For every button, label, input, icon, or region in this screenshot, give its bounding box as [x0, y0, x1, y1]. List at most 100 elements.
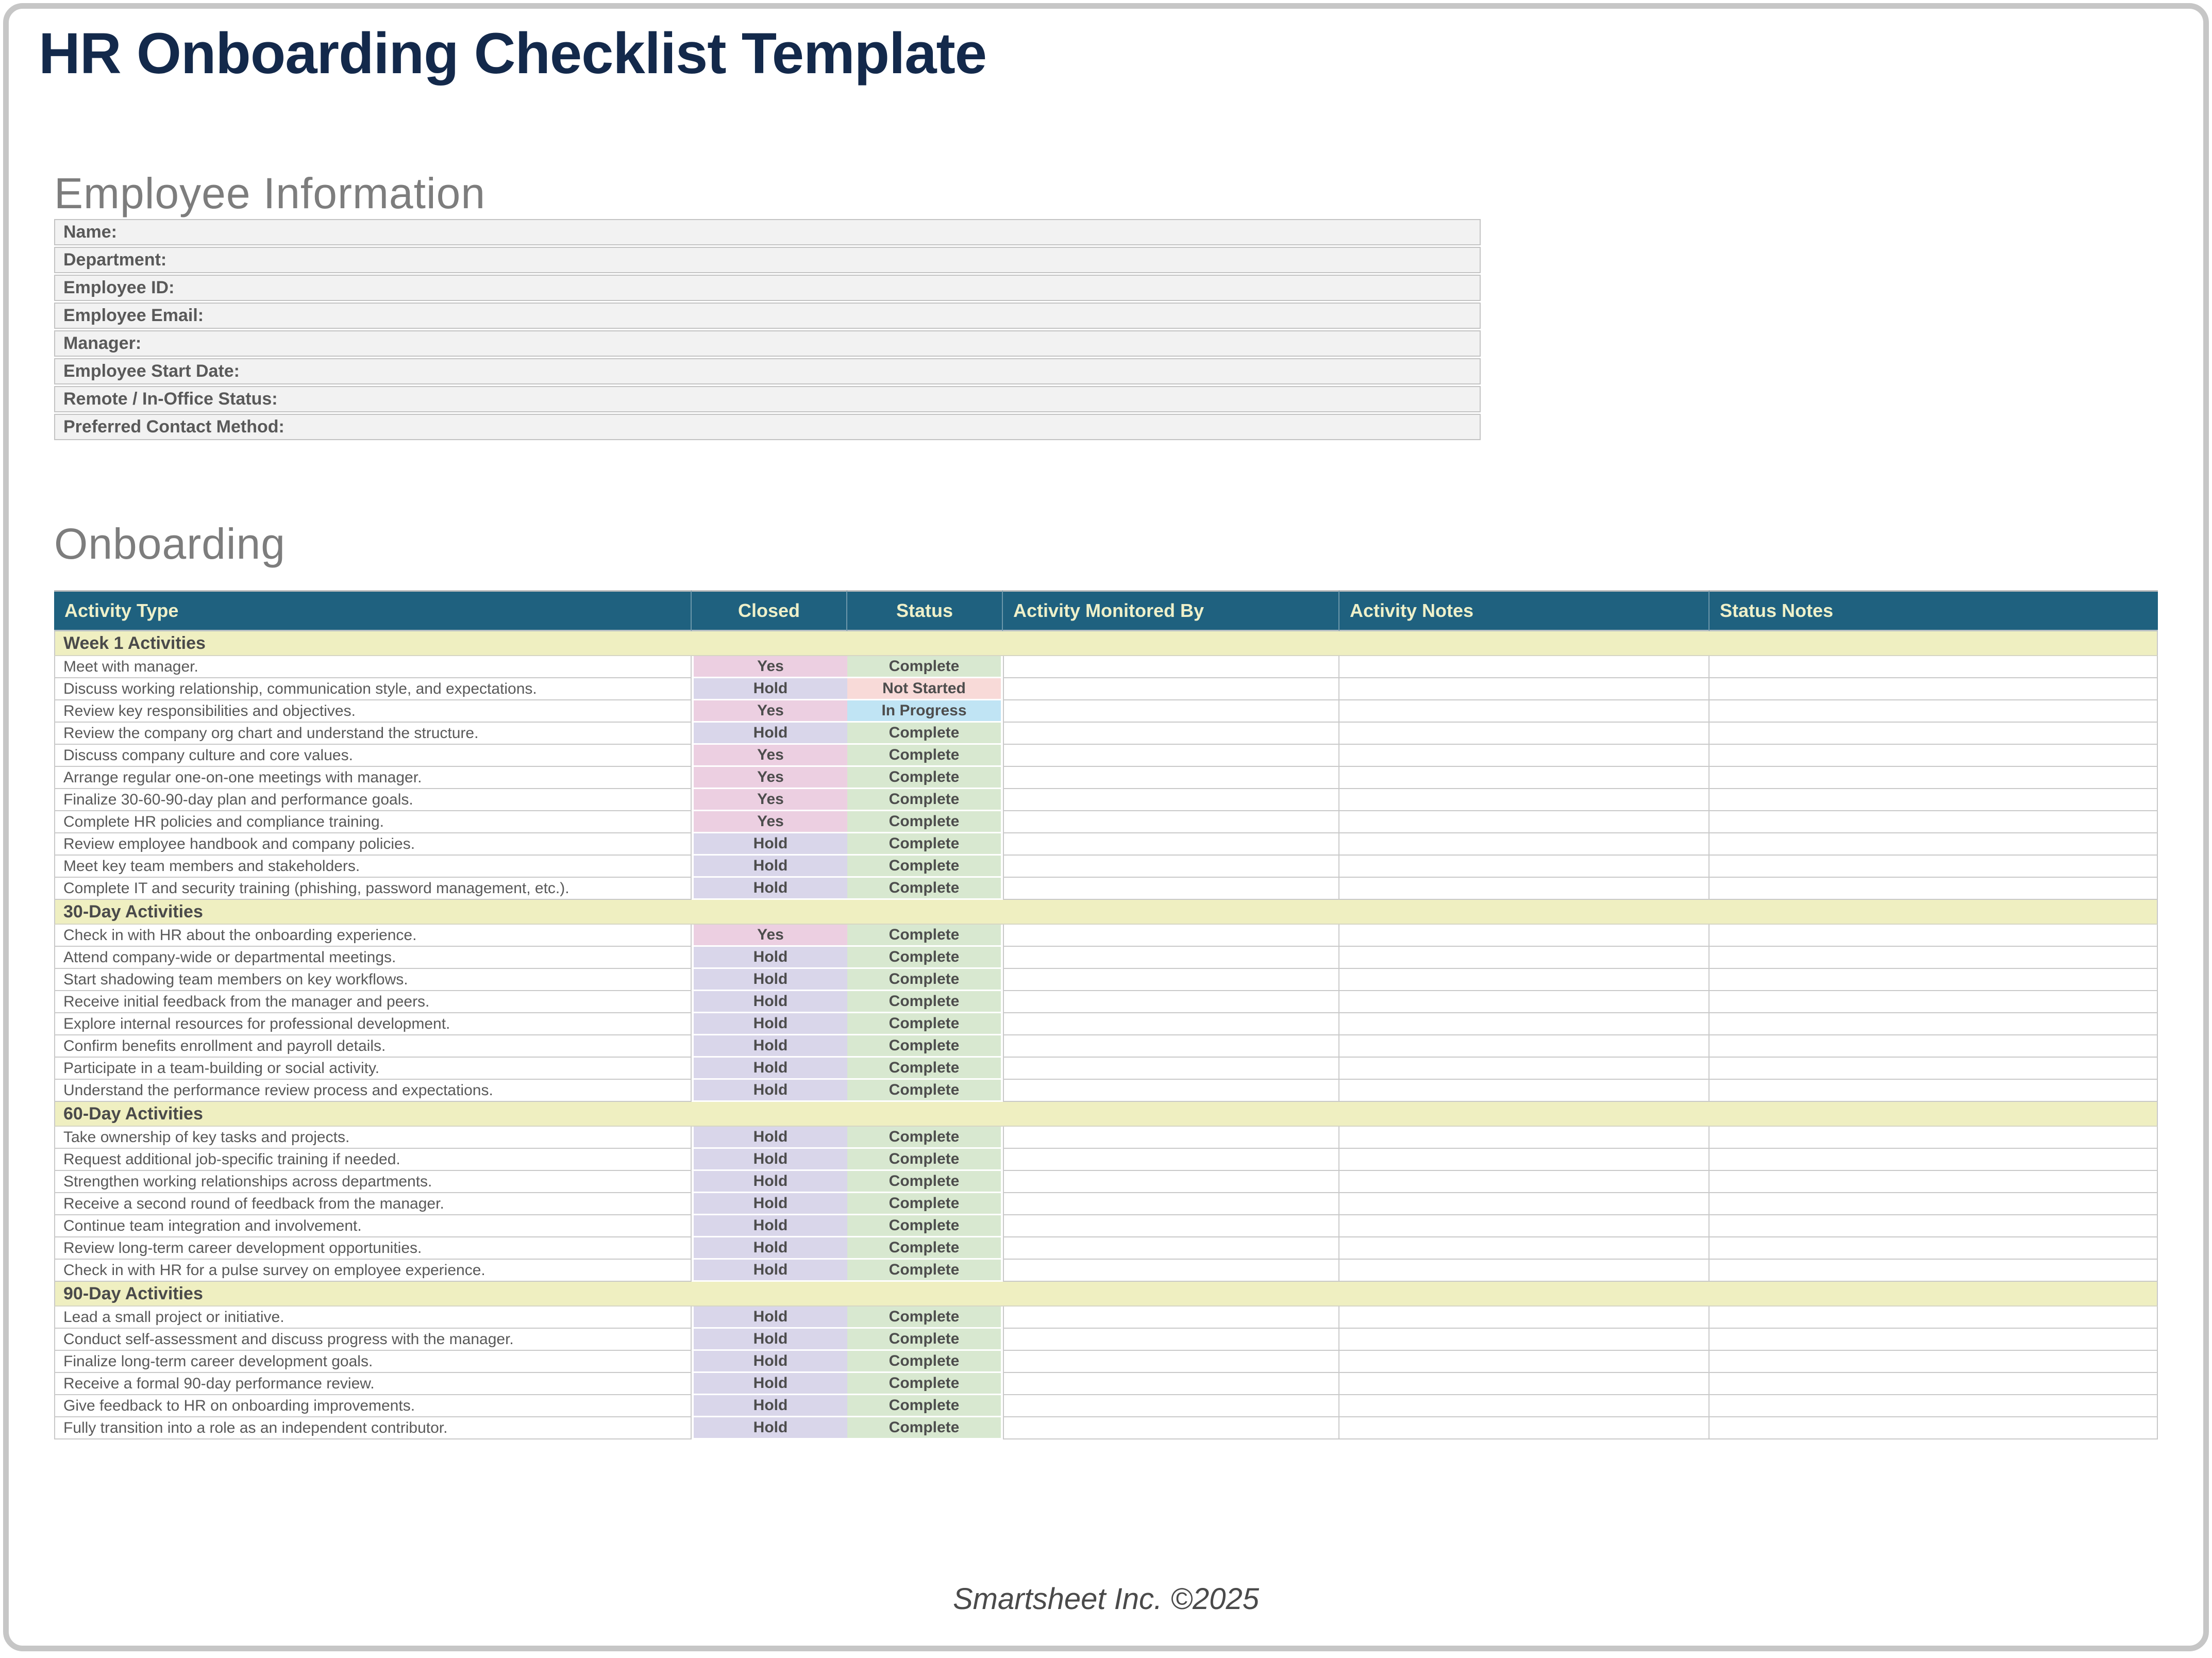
monitored-by-cell[interactable]: [1003, 947, 1339, 969]
status-cell[interactable]: In Progress: [847, 700, 1003, 723]
closed-cell[interactable]: Hold: [692, 1013, 847, 1035]
closed-cell[interactable]: Hold: [692, 1260, 847, 1282]
status-notes-cell[interactable]: [1710, 1417, 2158, 1439]
employee-field-value-area[interactable]: [141, 331, 1480, 356]
status-cell[interactable]: Complete: [847, 991, 1003, 1013]
closed-cell[interactable]: Hold: [692, 1237, 847, 1260]
closed-cell[interactable]: Yes: [692, 700, 847, 723]
status-cell[interactable]: Complete: [847, 1149, 1003, 1171]
closed-cell[interactable]: Hold: [692, 991, 847, 1013]
employee-field-value-area[interactable]: [278, 387, 1480, 411]
monitored-by-cell[interactable]: [1003, 1329, 1339, 1351]
status-notes-cell[interactable]: [1710, 1237, 2158, 1260]
closed-cell[interactable]: Hold: [692, 1058, 847, 1080]
activity-notes-cell[interactable]: [1339, 723, 1710, 745]
closed-cell[interactable]: Hold: [692, 969, 847, 991]
monitored-by-cell[interactable]: [1003, 1237, 1339, 1260]
activity-notes-cell[interactable]: [1339, 656, 1710, 678]
closed-cell[interactable]: Hold: [692, 1171, 847, 1193]
employee-field-value-area[interactable]: [204, 304, 1480, 328]
status-notes-cell[interactable]: [1710, 1058, 2158, 1080]
status-cell[interactable]: Complete: [847, 1351, 1003, 1373]
closed-cell[interactable]: Yes: [692, 767, 847, 789]
closed-cell[interactable]: Hold: [692, 1373, 847, 1395]
status-notes-cell[interactable]: [1710, 1127, 2158, 1149]
monitored-by-cell[interactable]: [1003, 1058, 1339, 1080]
status-cell[interactable]: Complete: [847, 1058, 1003, 1080]
status-cell[interactable]: Complete: [847, 856, 1003, 878]
closed-cell[interactable]: Yes: [692, 811, 847, 833]
monitored-by-cell[interactable]: [1003, 1395, 1339, 1417]
monitored-by-cell[interactable]: [1003, 1080, 1339, 1102]
status-cell[interactable]: Not Started: [847, 678, 1003, 700]
monitored-by-cell[interactable]: [1003, 1013, 1339, 1035]
activity-notes-cell[interactable]: [1339, 991, 1710, 1013]
closed-cell[interactable]: Hold: [692, 1395, 847, 1417]
monitored-by-cell[interactable]: [1003, 856, 1339, 878]
activity-notes-cell[interactable]: [1339, 1260, 1710, 1282]
status-notes-cell[interactable]: [1710, 947, 2158, 969]
closed-cell[interactable]: Hold: [692, 1080, 847, 1102]
status-cell[interactable]: Complete: [847, 1171, 1003, 1193]
employee-field-value-area[interactable]: [174, 276, 1480, 300]
status-cell[interactable]: Complete: [847, 1260, 1003, 1282]
closed-cell[interactable]: Yes: [692, 925, 847, 947]
status-notes-cell[interactable]: [1710, 767, 2158, 789]
closed-cell[interactable]: Hold: [692, 947, 847, 969]
closed-cell[interactable]: Hold: [692, 723, 847, 745]
closed-cell[interactable]: Hold: [692, 1215, 847, 1237]
status-cell[interactable]: Complete: [847, 1373, 1003, 1395]
monitored-by-cell[interactable]: [1003, 1193, 1339, 1215]
monitored-by-cell[interactable]: [1003, 1351, 1339, 1373]
activity-notes-cell[interactable]: [1339, 1058, 1710, 1080]
activity-notes-cell[interactable]: [1339, 767, 1710, 789]
activity-notes-cell[interactable]: [1339, 678, 1710, 700]
closed-cell[interactable]: Hold: [692, 1127, 847, 1149]
closed-cell[interactable]: Hold: [692, 1329, 847, 1351]
status-notes-cell[interactable]: [1710, 1307, 2158, 1329]
status-notes-cell[interactable]: [1710, 678, 2158, 700]
closed-cell[interactable]: Hold: [692, 1351, 847, 1373]
monitored-by-cell[interactable]: [1003, 878, 1339, 900]
status-notes-cell[interactable]: [1710, 1193, 2158, 1215]
status-cell[interactable]: Complete: [847, 1417, 1003, 1439]
activity-notes-cell[interactable]: [1339, 1149, 1710, 1171]
status-notes-cell[interactable]: [1710, 811, 2158, 833]
monitored-by-cell[interactable]: [1003, 678, 1339, 700]
activity-notes-cell[interactable]: [1339, 1329, 1710, 1351]
status-notes-cell[interactable]: [1710, 745, 2158, 767]
activity-notes-cell[interactable]: [1339, 789, 1710, 811]
activity-notes-cell[interactable]: [1339, 1171, 1710, 1193]
status-cell[interactable]: Complete: [847, 1215, 1003, 1237]
activity-notes-cell[interactable]: [1339, 811, 1710, 833]
activity-notes-cell[interactable]: [1339, 1080, 1710, 1102]
monitored-by-cell[interactable]: [1003, 1035, 1339, 1058]
status-notes-cell[interactable]: [1710, 1395, 2158, 1417]
closed-cell[interactable]: Hold: [692, 1307, 847, 1329]
status-cell[interactable]: Complete: [847, 1193, 1003, 1215]
activity-notes-cell[interactable]: [1339, 878, 1710, 900]
activity-notes-cell[interactable]: [1339, 1351, 1710, 1373]
monitored-by-cell[interactable]: [1003, 656, 1339, 678]
status-notes-cell[interactable]: [1710, 856, 2158, 878]
status-cell[interactable]: Complete: [847, 723, 1003, 745]
status-notes-cell[interactable]: [1710, 723, 2158, 745]
employee-field-value-area[interactable]: [240, 359, 1480, 383]
status-notes-cell[interactable]: [1710, 1149, 2158, 1171]
activity-notes-cell[interactable]: [1339, 1215, 1710, 1237]
status-notes-cell[interactable]: [1710, 878, 2158, 900]
status-cell[interactable]: Complete: [847, 1127, 1003, 1149]
status-cell[interactable]: Complete: [847, 833, 1003, 856]
closed-cell[interactable]: Yes: [692, 656, 847, 678]
activity-notes-cell[interactable]: [1339, 969, 1710, 991]
status-cell[interactable]: Complete: [847, 1395, 1003, 1417]
monitored-by-cell[interactable]: [1003, 745, 1339, 767]
activity-notes-cell[interactable]: [1339, 925, 1710, 947]
status-cell[interactable]: Complete: [847, 1080, 1003, 1102]
activity-notes-cell[interactable]: [1339, 1373, 1710, 1395]
closed-cell[interactable]: Yes: [692, 745, 847, 767]
status-notes-cell[interactable]: [1710, 1260, 2158, 1282]
activity-notes-cell[interactable]: [1339, 833, 1710, 856]
monitored-by-cell[interactable]: [1003, 1149, 1339, 1171]
status-cell[interactable]: Complete: [847, 878, 1003, 900]
